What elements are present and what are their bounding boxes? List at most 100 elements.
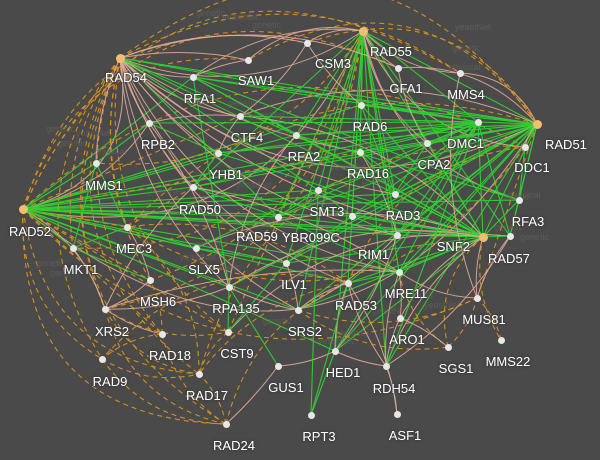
graph-edge [426,121,479,144]
graph-node-gfa1[interactable] [394,64,402,72]
graph-node-rad18[interactable] [158,330,166,338]
graph-node-rad3[interactable] [391,190,399,198]
graph-edge [310,350,336,416]
graph-node-saw1[interactable] [244,56,252,64]
graph-edge [347,282,387,367]
graph-node-mms22[interactable] [497,336,505,344]
graph-node-ctf4[interactable] [236,112,244,120]
graph-node-rpa135[interactable] [225,283,233,291]
graph-node-mec3[interactable] [123,223,131,231]
graph-edge [397,67,428,144]
graph-edge [362,30,387,367]
graph-node-rad57[interactable] [506,232,514,240]
graph-edge [104,286,230,310]
graph-edge [295,121,479,136]
graph-node-mms4[interactable] [456,69,464,77]
graph-edge [198,145,526,375]
graph-node-mkt1[interactable] [69,244,77,252]
graph-node-ilv1[interactable] [282,259,290,267]
graph-edge [277,30,364,218]
graph-edge [126,223,349,284]
graph-node-mre11[interactable] [395,268,403,276]
graph-node-rad17[interactable] [195,370,203,378]
graph-node-hed1[interactable] [331,347,339,355]
graph-edge [362,30,461,74]
graph-edge [334,30,364,352]
graph-node-msh6[interactable] [146,276,154,284]
graph-node-rad54[interactable] [115,53,125,63]
graph-edge [351,121,479,217]
graph-node-cpa2[interactable] [423,139,431,147]
graph-node-dmc1[interactable] [474,118,482,126]
graph-node-rad24[interactable] [222,420,230,428]
graph-node-xrs2[interactable] [101,305,109,313]
graph-node-rad55[interactable] [358,26,368,36]
graph-edge [114,57,229,333]
graph-edge [277,350,336,367]
graph-node-rad59[interactable] [274,213,282,221]
graph-node-ybr099c[interactable] [348,212,356,220]
graph-node-csm3[interactable] [303,39,311,47]
graph-edge [119,34,399,69]
graph-edge [228,229,484,288]
graph-node-mms1[interactable] [92,159,100,167]
graph-node-asf1[interactable] [393,410,401,418]
graph-edge [385,317,401,367]
graph-edge [101,333,163,360]
graph-edge [334,350,387,367]
graph-edge [362,30,479,123]
graph-node-sgs1[interactable] [444,343,452,351]
graph-node-smt3[interactable] [314,186,322,194]
graph-node-rad16[interactable] [356,148,364,156]
graph-node-rdh54[interactable] [382,362,390,370]
graph-edge [277,216,400,273]
graph-edge [22,208,230,288]
graph-node-rad53[interactable] [344,279,352,287]
graph-edge [119,30,364,77]
graph-edge [477,121,511,237]
graph-edge [225,365,279,425]
graph-node-rfa2[interactable] [292,131,300,139]
graph-edge [195,247,287,264]
graph-edge [192,121,479,188]
graph-edge [119,57,361,153]
graph-edge [239,115,479,123]
graph-node-snf2[interactable] [478,232,488,242]
graph-node-rad6[interactable] [357,101,365,109]
graph-edge [119,57,287,264]
graph-node-mus81[interactable] [473,294,481,302]
graph-node-rad9[interactable] [98,355,106,363]
graph-edge [359,151,398,236]
graph-node-rfa1[interactable] [189,73,197,81]
graph-node-rad51[interactable] [532,119,542,129]
graph-node-rpt3[interactable] [307,411,315,419]
graph-edge [385,365,398,415]
graph-edge [69,57,121,249]
graph-node-ddc1[interactable] [521,143,529,151]
graph-node-rim1[interactable] [393,231,401,239]
graph-node-rad50[interactable] [189,183,197,191]
graph-edge [22,86,526,210]
graph-edge [362,30,538,125]
graph-node-aro1[interactable] [396,314,404,322]
graph-edge [285,262,299,311]
graph-edge [362,30,520,201]
graph-node-slx5[interactable] [192,244,200,252]
graph-edge [149,279,163,335]
graph-node-rad52[interactable] [18,204,28,214]
graph-edge [362,30,398,236]
graph-node-yhb1[interactable] [214,149,222,157]
graph-edge [22,208,197,249]
graph-edge [477,121,484,238]
graph-edge [239,89,538,125]
graph-edge [394,193,484,238]
graph-node-gus1[interactable] [274,362,282,370]
graph-node-rpb2[interactable] [145,119,153,127]
graph-node-rfa3[interactable] [515,196,523,204]
graph-node-srs2[interactable] [294,306,302,314]
graph-node-cst9[interactable] [224,328,232,336]
graph-edge [398,123,538,273]
graph-edge [80,57,121,310]
